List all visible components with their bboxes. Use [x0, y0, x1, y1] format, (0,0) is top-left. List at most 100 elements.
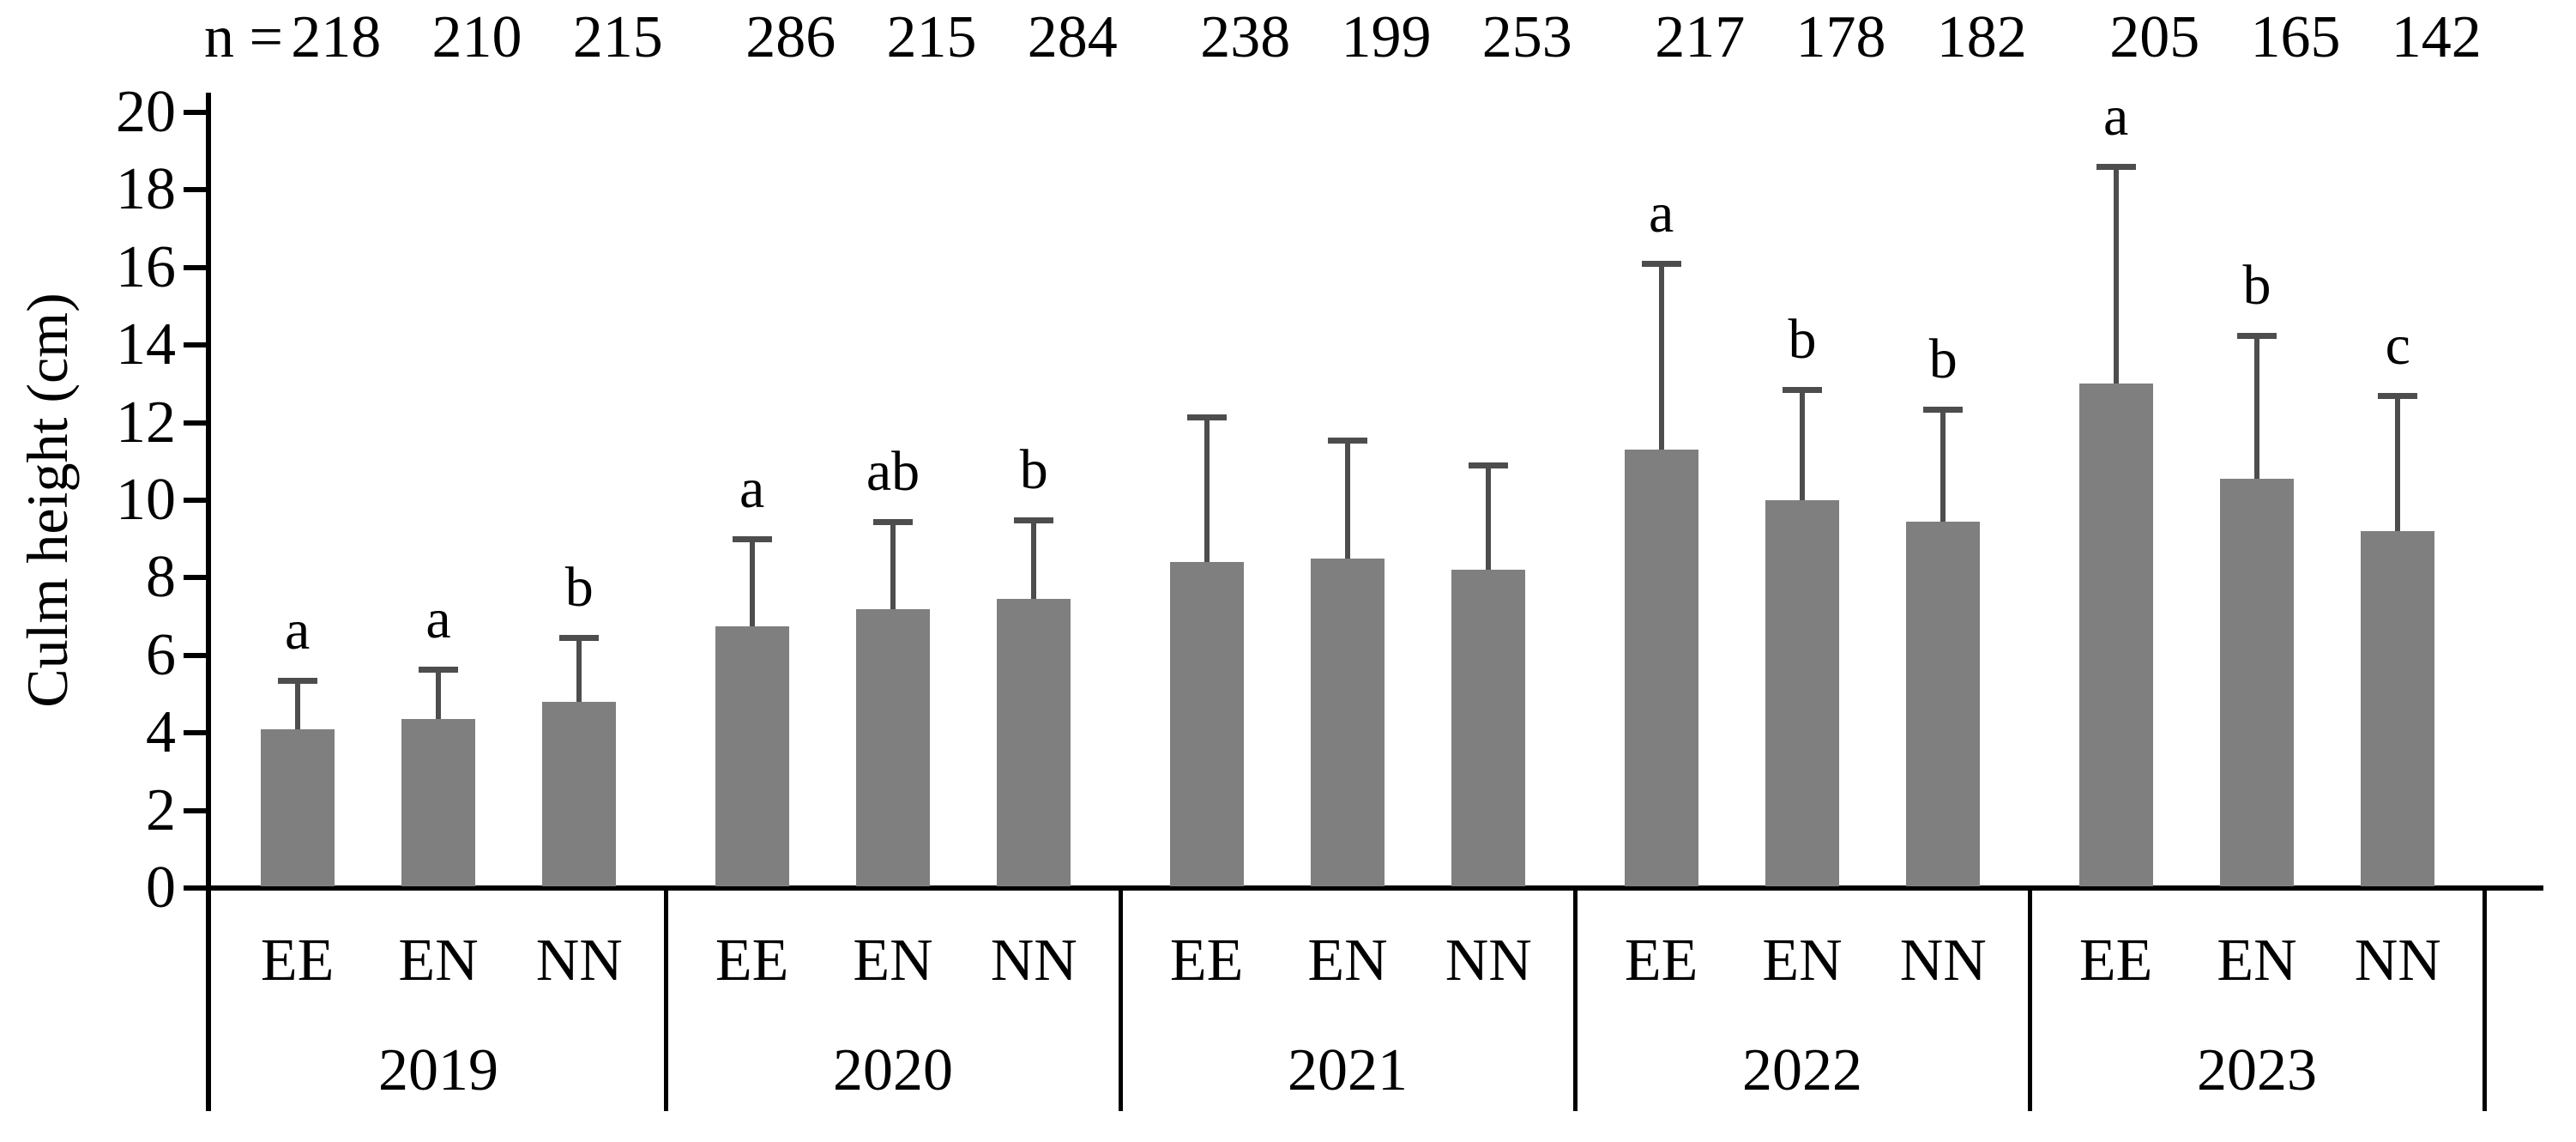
y-tick-label: 4: [146, 699, 176, 766]
n-value: 182: [1936, 4, 2027, 70]
treatment-label: NN: [2354, 927, 2441, 994]
error-bar-line: [1658, 263, 1664, 450]
n-value: 205: [2109, 4, 2200, 70]
n-value: 199: [1341, 4, 1432, 70]
significance-letter: c: [2385, 313, 2410, 377]
year-divider-line: [664, 888, 668, 1111]
treatment-label: EN: [398, 927, 479, 994]
y-tick-label: 16: [116, 233, 176, 300]
treatment-label: EN: [1762, 927, 1843, 994]
y-tick-mark: [184, 730, 208, 736]
error-bar-cap: [277, 678, 317, 685]
n-value: 215: [572, 4, 663, 70]
error-bar-cap: [1328, 437, 1367, 444]
bar-2023-EE: [2078, 384, 2153, 886]
significance-letter: b: [1928, 327, 1958, 390]
n-value: 215: [886, 4, 977, 70]
error-bar-cap: [2237, 332, 2277, 339]
year-label: 2023: [2197, 1037, 2317, 1103]
treatment-label: NN: [535, 927, 623, 994]
n-prefix-label: n =: [204, 4, 283, 70]
bar-2023-EN: [2220, 479, 2294, 886]
bar-2020-EE: [715, 625, 789, 886]
treatment-label: NN: [1899, 927, 1987, 994]
n-value: 286: [745, 4, 836, 70]
y-tick-mark: [184, 420, 208, 426]
error-bar-cap: [1469, 462, 1509, 469]
error-bar-cap: [419, 666, 458, 673]
significance-letter: a: [1649, 182, 1674, 245]
error-bar-line: [2113, 166, 2119, 384]
error-bar-cap: [2096, 164, 2136, 171]
treatment-label: EN: [1307, 927, 1388, 994]
y-tick-mark: [184, 652, 208, 658]
treatment-label: EE: [2078, 927, 2153, 994]
bar-2019-NN: [542, 702, 617, 886]
y-tick-label: 20: [116, 79, 176, 145]
error-bar-cap: [1923, 406, 1964, 413]
bar-2021-EN: [1311, 558, 1385, 886]
error-bar-cap: [1641, 261, 1681, 268]
x-axis-line: [206, 885, 2543, 891]
year-divider-line: [2482, 888, 2487, 1111]
error-bar-cap: [732, 536, 772, 543]
y-tick-mark: [184, 885, 208, 891]
n-value: 165: [2250, 4, 2341, 70]
y-tick-label: 8: [146, 544, 176, 611]
year-divider-line: [1119, 888, 1123, 1111]
n-value: 218: [291, 4, 382, 70]
treatment-label: NN: [1445, 927, 1532, 994]
bar-2020-EN: [856, 608, 930, 886]
year-label: 2021: [1288, 1037, 1408, 1103]
year-divider-line: [2028, 888, 2032, 1111]
y-tick-mark: [184, 498, 208, 503]
y-tick-mark: [184, 264, 208, 270]
bar-2022-NN: [1906, 521, 1981, 886]
year-label: 2022: [1742, 1037, 1862, 1103]
error-bar-cap: [1014, 517, 1054, 523]
treatment-label: EN: [853, 927, 933, 994]
y-tick-label: 18: [116, 156, 176, 223]
error-bar-line: [749, 539, 755, 626]
treatment-label: EE: [260, 927, 335, 994]
bar-2021-NN: [1451, 570, 1526, 886]
significance-letter: b: [1019, 438, 1048, 501]
y-tick-label: 10: [116, 467, 176, 533]
n-value: 178: [1795, 4, 1886, 70]
significance-letter: a: [2103, 85, 2129, 148]
n-value: 217: [1655, 4, 1746, 70]
year-divider-line: [1573, 888, 1578, 1111]
bar-2019-EN: [401, 719, 475, 886]
y-tick-mark: [184, 575, 208, 581]
n-value: 253: [1481, 4, 1572, 70]
error-bar-line: [890, 521, 896, 609]
significance-letter: a: [425, 587, 451, 650]
significance-letter: a: [285, 599, 311, 662]
error-bar-cap: [873, 518, 913, 525]
error-bar-cap: [559, 635, 600, 642]
year-label: 2019: [378, 1037, 498, 1103]
significance-letter: b: [564, 556, 594, 619]
bar-2019-EE: [260, 728, 335, 886]
error-bar-line: [2395, 395, 2401, 532]
y-tick-mark: [184, 187, 208, 193]
n-value: 238: [1200, 4, 1291, 70]
n-value: 142: [2391, 4, 2482, 70]
y-tick-label: 2: [146, 776, 176, 843]
bar-2022-EE: [1624, 450, 1698, 886]
bar-2023-NN: [2361, 531, 2435, 886]
y-tick-label: 0: [146, 855, 176, 921]
error-bar-line: [1800, 390, 1805, 500]
error-bar-line: [1345, 439, 1350, 559]
n-value: 284: [1027, 4, 1118, 70]
y-tick-mark: [184, 110, 208, 115]
error-bar-line: [436, 668, 441, 720]
error-bar-cap: [1186, 414, 1227, 420]
bar-2020-NN: [997, 599, 1071, 886]
bar-2022-EN: [1765, 500, 1839, 886]
error-bar-line: [1204, 416, 1210, 563]
error-bar-line: [1940, 408, 1946, 522]
error-bar-cap: [2378, 392, 2418, 399]
significance-letter: ab: [866, 439, 920, 503]
